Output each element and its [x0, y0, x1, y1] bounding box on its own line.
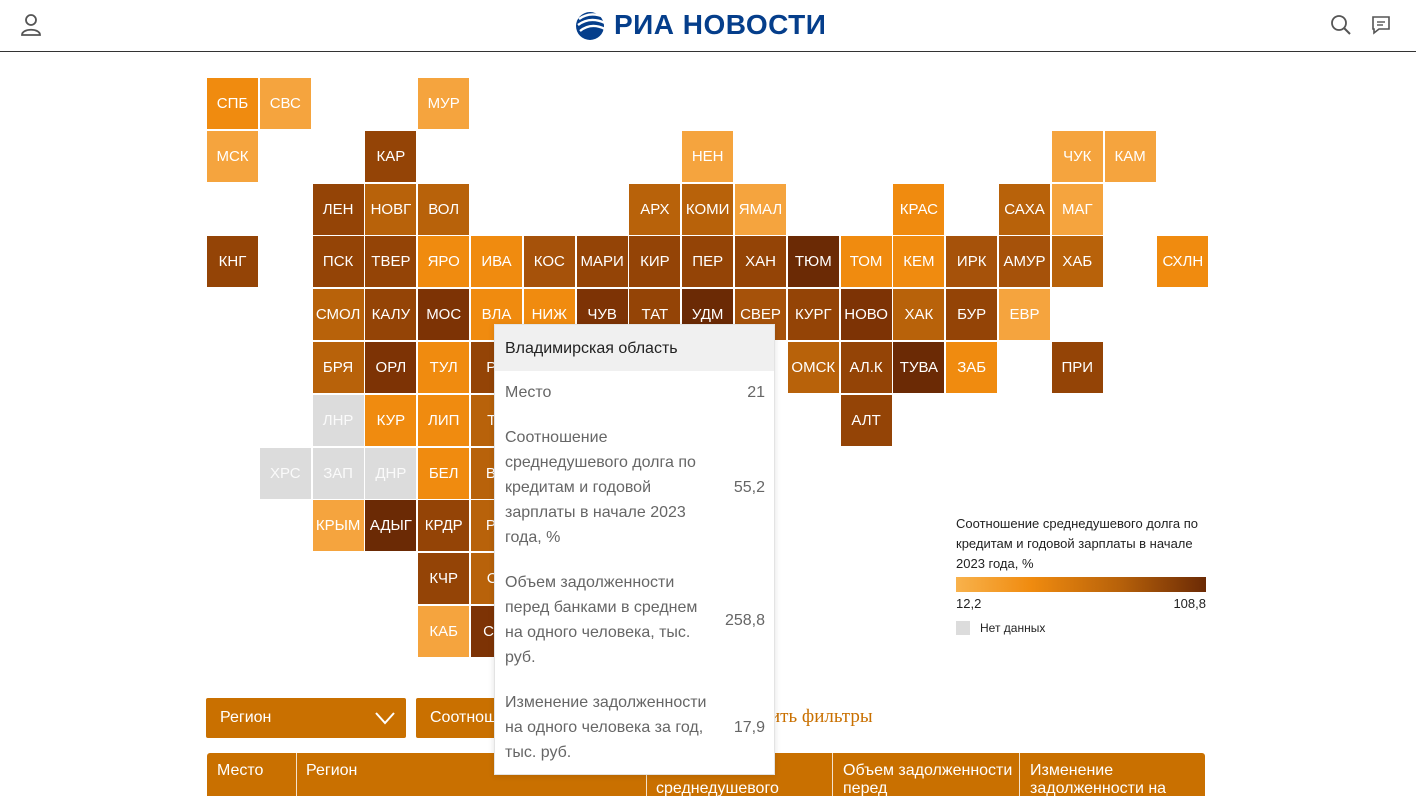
region-tile[interactable]: СХЛН [1157, 236, 1209, 288]
nodata-label: Нет данных [980, 621, 1046, 635]
region-filter-label: Регион [220, 709, 272, 726]
nodata-swatch [956, 621, 970, 635]
tooltip-row-debt: Объем задолженности перед банками в сред… [505, 574, 765, 666]
region-tile[interactable]: ОРЛ [365, 342, 417, 393]
region-tile[interactable]: САХА [999, 183, 1050, 235]
th-debt-change[interactable]: Изменение задолженности на [1030, 762, 1167, 796]
map-legend: Соотношение среднедушевого долга по кред… [956, 514, 1208, 635]
user-icon[interactable] [20, 13, 42, 37]
site-header: РИА НОВОСТИ [0, 0, 1416, 52]
region-tile[interactable]: МАГ [1051, 183, 1103, 235]
region-tile[interactable]: ХАК [893, 289, 945, 341]
region-tile[interactable]: КОМИ [682, 183, 734, 235]
region-tile[interactable]: КУРГ [787, 289, 839, 341]
region-tile[interactable]: НОВГ [365, 183, 417, 235]
region-tile[interactable]: ТОМ [840, 236, 892, 288]
region-tile[interactable]: ЛНР [312, 394, 364, 446]
region-tile[interactable]: МОС [418, 289, 470, 341]
ratio-filter-label: Соотнош [430, 709, 497, 726]
region-tile[interactable]: ВОЛ [418, 183, 470, 235]
legend-min: 12,2 [956, 596, 982, 611]
region-tile[interactable]: ТУВА [893, 342, 945, 393]
region-tile[interactable]: БУР [946, 289, 998, 341]
region-tile[interactable]: ХРС [259, 447, 311, 499]
region-tile[interactable]: ЗАБ [946, 342, 998, 393]
region-tile[interactable]: АРХ [629, 183, 681, 235]
region-filter-dropdown[interactable]: Регион [206, 698, 406, 738]
region-tile[interactable]: ТВЕР [365, 236, 417, 288]
region-tile[interactable]: КРДР [418, 500, 470, 552]
region-tile[interactable]: АДЫГ [365, 500, 417, 552]
region-tile[interactable]: КЕМ [893, 236, 945, 288]
region-tile[interactable]: ПЕР [682, 236, 734, 288]
legend-color-scale [956, 577, 1206, 592]
region-tile[interactable]: ХАН [735, 236, 786, 288]
region-tile[interactable]: ИВА [471, 236, 522, 288]
ria-logo[interactable]: РИА НОВОСТИ [574, 8, 826, 42]
region-tile[interactable]: КНГ [207, 236, 258, 288]
region-tile[interactable]: КАР [365, 130, 417, 182]
region-tile[interactable]: СВС [259, 78, 311, 129]
region-tile[interactable]: ДНР [365, 447, 417, 499]
region-tile[interactable]: КИР [629, 236, 681, 288]
region-tile[interactable]: ХАБ [1051, 236, 1103, 288]
region-tile[interactable]: НОВО [840, 289, 892, 341]
region-tile[interactable]: БРЯ [312, 342, 364, 393]
region-tile[interactable]: КРАС [893, 183, 945, 235]
region-tile[interactable]: КРЫМ [312, 500, 364, 552]
chat-icon[interactable] [1370, 13, 1392, 37]
search-icon[interactable] [1330, 13, 1352, 37]
logo-text: РИА НОВОСТИ [614, 9, 827, 40]
region-tile[interactable]: СПБ [207, 78, 258, 129]
th-region[interactable]: Регион [306, 762, 358, 779]
tooltip-title: Владимирская область [495, 325, 774, 371]
region-tile[interactable]: КАБ [418, 606, 470, 657]
legend-title: Соотношение среднедушевого долга по кред… [956, 516, 1198, 571]
region-tile[interactable]: ЯМАЛ [735, 183, 786, 235]
tooltip-row-ratio: Соотношение среднедушевого долга по кред… [505, 429, 765, 546]
tooltip-row-change: Изменение задолженности на одного челове… [505, 694, 765, 761]
region-tile[interactable]: КАЛУ [365, 289, 417, 341]
region-tile[interactable]: ТУЛ [418, 342, 470, 393]
region-tile[interactable]: МАРИ [576, 236, 628, 288]
region-tile[interactable]: МСК [207, 130, 258, 182]
region-tile[interactable]: ПСК [312, 236, 364, 288]
reset-filters-link[interactable]: ить фильтры [770, 706, 873, 727]
region-tile[interactable]: КАМ [1104, 130, 1156, 182]
region-tile[interactable]: КЧР [418, 553, 470, 605]
region-tooltip: Владимирская область Место 21 Соотношени… [494, 324, 775, 775]
region-tile[interactable]: ЧУК [1051, 130, 1103, 182]
tooltip-row-place: Место 21 [505, 384, 765, 401]
region-tile[interactable]: ТЮМ [787, 236, 839, 288]
region-tile[interactable]: КОС [523, 236, 575, 288]
region-tile[interactable]: ИРК [946, 236, 998, 288]
region-tile[interactable]: АМУР [999, 236, 1050, 288]
region-tile[interactable]: ПРИ [1051, 342, 1103, 393]
region-tile[interactable]: СМОЛ [312, 289, 364, 341]
region-tile[interactable]: ЛИП [418, 394, 470, 446]
region-tile[interactable]: БЕЛ [418, 447, 470, 499]
region-tile[interactable]: ЕВР [999, 289, 1050, 341]
region-tile[interactable]: НЕН [682, 130, 734, 182]
region-tile[interactable]: АЛ.К [840, 342, 892, 393]
ratio-filter-dropdown[interactable]: Соотнош [416, 698, 506, 738]
region-tile[interactable]: АЛТ [840, 394, 892, 446]
region-tile[interactable]: МУР [418, 78, 470, 129]
region-tile[interactable]: КУР [365, 394, 417, 446]
region-tile[interactable]: ЗАП [312, 447, 364, 499]
legend-max: 108,8 [1173, 596, 1206, 611]
region-tile[interactable]: ЯРО [418, 236, 470, 288]
ria-globe-icon [576, 12, 606, 40]
chevron-down-icon [375, 712, 395, 725]
th-place[interactable]: Место [217, 762, 264, 779]
region-tile[interactable]: ОМСК [787, 342, 839, 393]
region-tile[interactable]: ЛЕН [312, 183, 364, 235]
th-debt-volume[interactable]: Объем задолженности перед [843, 762, 1013, 796]
